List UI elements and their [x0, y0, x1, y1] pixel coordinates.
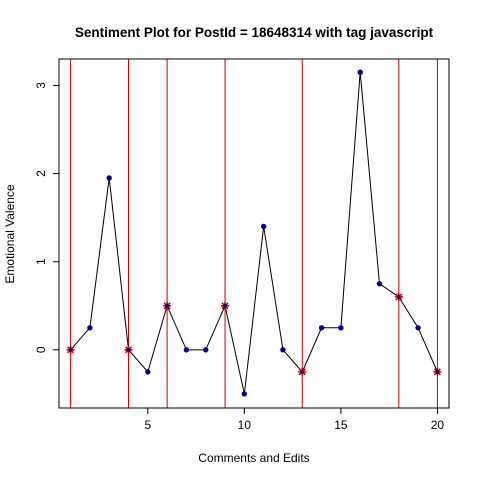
x-tick-label: 5: [144, 418, 151, 432]
highlight-point: [124, 345, 133, 354]
data-point: [376, 281, 383, 287]
series-line-segment: [205, 305, 226, 351]
highlight-point: [163, 301, 172, 310]
data-point: [183, 347, 190, 353]
highlight-point: [394, 292, 403, 301]
y-tick-label: 3: [34, 82, 48, 89]
x-tick-label: 20: [431, 418, 445, 432]
series-line-segment: [89, 177, 110, 328]
series-line-segment: [417, 327, 438, 373]
data-point: [145, 369, 151, 375]
y-tick-label: 0: [34, 346, 48, 353]
data-point: [106, 175, 112, 181]
highlight-point: [298, 367, 307, 376]
series-line-segment: [70, 327, 91, 351]
data-point: [318, 325, 325, 331]
x-tick-label: 15: [334, 418, 348, 432]
series-line-segment: [243, 226, 265, 394]
y-tick-label: 1: [34, 258, 48, 265]
data-point: [260, 223, 267, 230]
series-line-segment: [224, 305, 245, 395]
highlight-point: [433, 367, 442, 376]
series-line-segment: [398, 296, 419, 329]
data-point: [280, 347, 286, 353]
y-tick-label: 2: [34, 170, 48, 177]
series-line-segment: [340, 72, 361, 328]
y-axis-label: Emotional Valence: [3, 184, 17, 283]
highlight-point: [66, 345, 75, 354]
series-line-segment: [166, 305, 187, 351]
x-tick-label: 10: [238, 418, 252, 432]
data-point: [203, 347, 209, 353]
x-axis-label: Comments and Edits: [198, 451, 309, 465]
series-line-segment: [147, 305, 168, 373]
series-line-segment: [282, 349, 303, 373]
series-line-segment: [128, 349, 149, 373]
series-line-segment: [108, 177, 130, 350]
plot-area: 5 10 15 20 0 1 2 3: [34, 58, 450, 432]
data-point: [87, 325, 93, 331]
data-point: [338, 325, 344, 331]
highlight-point: [221, 301, 230, 310]
series-line-segment: [263, 226, 284, 350]
plot-frame: [58, 58, 450, 409]
chart-title: Sentiment Plot for PostId = 18648314 wit…: [75, 25, 434, 40]
series-line-segment: [359, 72, 380, 284]
series-line-segment: [301, 327, 323, 373]
data-point: [415, 325, 421, 331]
data-point: [241, 391, 248, 397]
data-point: [357, 69, 363, 75]
